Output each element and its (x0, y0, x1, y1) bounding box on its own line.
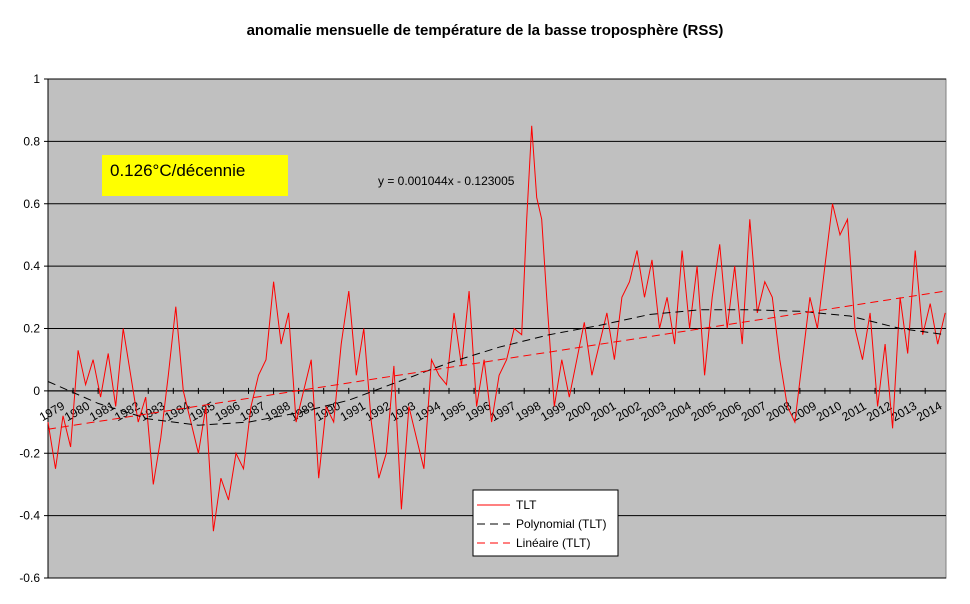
y-axis-ticks: 1 0.8 0.6 0.4 0.2 0 -0.2 -0.4 -0.6 (19, 72, 49, 585)
series-group (47, 125, 946, 532)
trend-equation: y = 0.001044x - 0.123005 (378, 174, 515, 188)
chart-title: anomalie mensuelle de température de la … (246, 22, 724, 39)
legend-label: Polynomial (TLT) (516, 517, 606, 531)
rate-annotation-box (102, 155, 288, 196)
y-tick-label: 0.6 (23, 197, 40, 211)
legend-box (472, 489, 619, 557)
series-line-tlt (47, 125, 946, 532)
legend-label: Linéaire (TLT) (516, 536, 590, 550)
rate-annotation: 0.126°C/décennie (110, 161, 245, 180)
y-tick-label: -0.4 (19, 509, 40, 523)
y-tick-label: -0.2 (19, 446, 40, 460)
series-line-polynomial (47, 309, 946, 426)
y-tick-label: 0.4 (23, 259, 40, 273)
y-tick-label: 0 (33, 384, 40, 398)
annotations: 0.126°C/décennie y = 0.001044x - 0.12300… (102, 155, 515, 196)
y-tick-label: 0.2 (23, 322, 40, 336)
y-tick-label: -0.6 (19, 571, 40, 585)
y-tick-label: 0.8 (23, 134, 40, 148)
series-line-linear (47, 290, 946, 430)
legend-label: TLT (516, 498, 537, 512)
legend: TLT Polynomial (TLT) Linéaire (TLT) (472, 489, 619, 557)
y-tick-label: 1 (33, 72, 40, 86)
